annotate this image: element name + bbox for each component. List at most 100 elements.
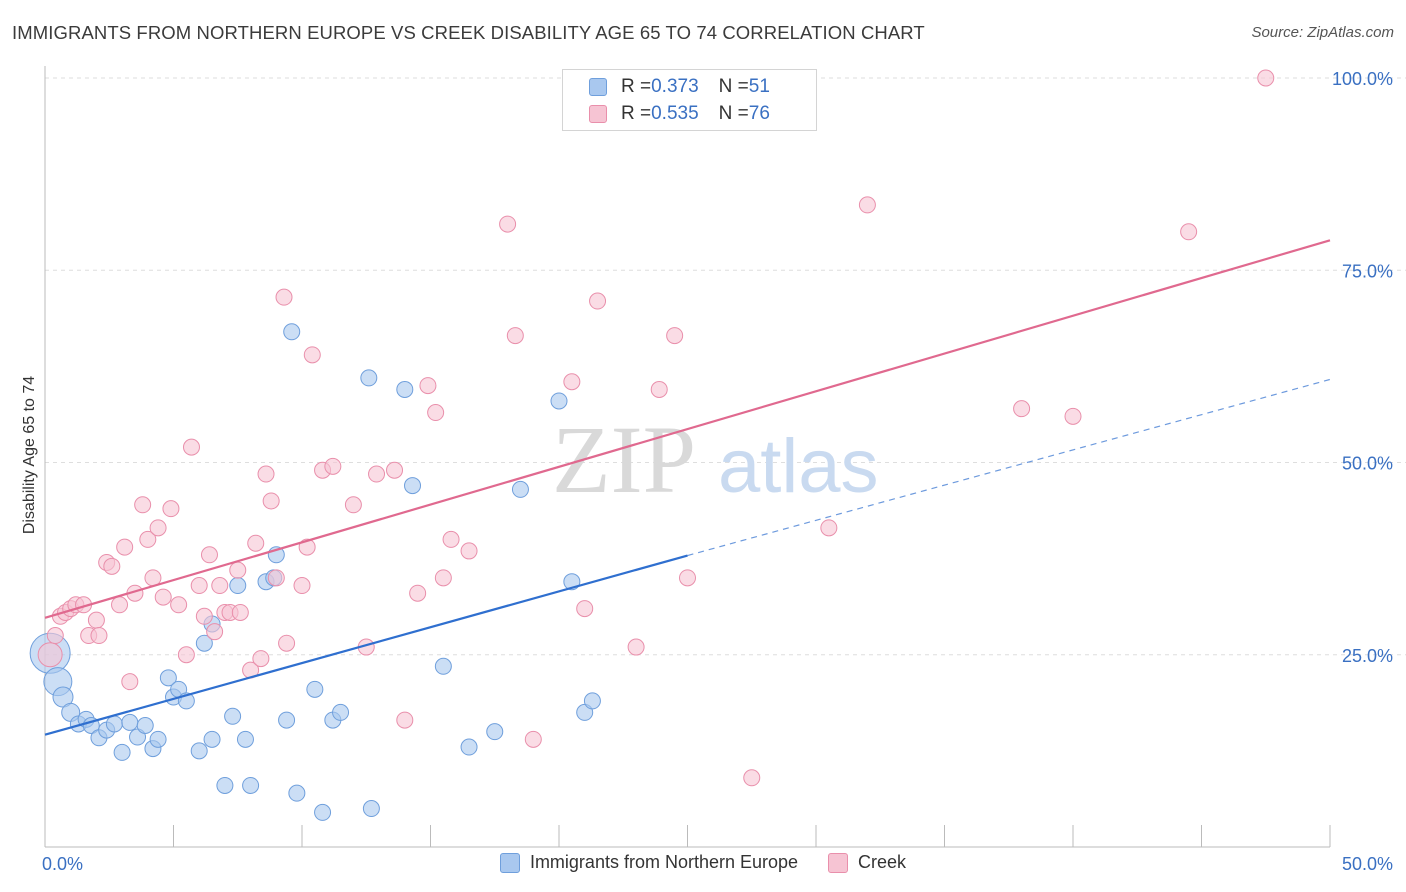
x-tick-label: 0.0% <box>42 854 83 874</box>
data-point <box>386 461 404 479</box>
data-point <box>283 323 301 341</box>
data-point <box>306 680 324 698</box>
data-point <box>396 380 414 398</box>
data-point <box>149 519 167 537</box>
data-point <box>121 713 139 731</box>
data-point <box>666 327 684 345</box>
data-point <box>434 657 452 675</box>
legend-label-creek: Creek <box>858 852 907 872</box>
data-point <box>121 673 139 691</box>
data-point <box>550 392 568 410</box>
data-point <box>262 492 280 510</box>
data-point <box>139 530 157 548</box>
data-point <box>576 600 594 618</box>
y-tick-label: 75.0% <box>1342 261 1393 281</box>
data-point <box>324 457 342 475</box>
y-tick-label: 50.0% <box>1342 454 1393 474</box>
legend-swatch-pink <box>589 105 607 123</box>
legend-swatch-blue <box>589 78 607 96</box>
data-point <box>627 638 645 656</box>
data-point <box>460 542 478 560</box>
data-point <box>252 650 270 668</box>
series-legend: Immigrants from Northern Europe Creek <box>0 852 1406 873</box>
data-point <box>442 530 460 548</box>
data-point <box>278 634 296 652</box>
data-point <box>1257 69 1275 87</box>
legend-n-label: N = <box>718 103 749 124</box>
data-point <box>563 373 581 391</box>
watermark: ZIP atlas <box>552 406 879 513</box>
data-point <box>499 215 517 233</box>
grid-lines <box>45 77 1406 656</box>
correlation-legend: R = 0.373 N = 51 R = 0.535 N = 76 <box>562 69 817 131</box>
data-point <box>404 477 422 495</box>
data-point <box>1064 407 1082 425</box>
legend-r-value: 0.535 <box>651 103 699 124</box>
data-point <box>650 380 668 398</box>
data-point <box>267 569 285 587</box>
data-point <box>743 769 761 787</box>
data-point <box>332 703 350 721</box>
trend-line-1 <box>44 239 1331 619</box>
data-point <box>162 500 180 518</box>
data-point <box>247 534 265 552</box>
source-label: Source: ZipAtlas.com <box>1251 24 1394 41</box>
y-tick-label: 100.0% <box>1332 69 1393 89</box>
legend-n-value: 51 <box>748 76 770 97</box>
data-point <box>103 557 121 575</box>
data-point <box>159 669 177 687</box>
legend-n-value: 76 <box>748 103 770 124</box>
trend-lines <box>44 239 1331 736</box>
legend-item-creek[interactable]: Creek <box>828 852 906 873</box>
legend-swatch-pink <box>828 852 849 873</box>
data-point <box>288 784 306 802</box>
data-point <box>224 707 242 725</box>
data-point <box>190 577 208 595</box>
axes <box>44 66 1331 848</box>
data-point <box>170 596 188 614</box>
data-point <box>236 730 254 748</box>
trend-extension-0 <box>687 378 1331 557</box>
legend-row-creek: R = 0.535 N = 76 <box>589 101 770 127</box>
data-point <box>524 730 542 748</box>
data-point <box>231 603 249 621</box>
data-point <box>409 584 427 602</box>
data-point <box>37 642 63 668</box>
data-point <box>820 519 838 537</box>
data-point <box>111 596 129 614</box>
data-point <box>211 577 229 595</box>
data-point <box>257 465 275 483</box>
data-point <box>293 577 311 595</box>
data-point <box>113 743 131 761</box>
data-point <box>427 404 445 422</box>
data-point <box>511 480 529 498</box>
data-point <box>460 738 478 756</box>
data-point <box>362 800 380 818</box>
data-point <box>116 538 134 556</box>
legend-r-value: 0.373 <box>651 76 699 97</box>
data-point <box>278 711 296 729</box>
data-point <box>583 692 601 710</box>
legend-label-immigrants: Immigrants from Northern Europe <box>529 852 799 872</box>
data-point <box>242 776 260 794</box>
data-point <box>1180 223 1198 241</box>
legend-item-immigrants[interactable]: Immigrants from Northern Europe <box>499 852 799 873</box>
data-point <box>182 438 200 456</box>
data-point <box>229 577 247 595</box>
data-point <box>303 346 321 364</box>
data-point <box>206 623 224 641</box>
watermark-zip: ZIP <box>552 406 696 513</box>
chart-title: IMMIGRANTS FROM NORTHERN EUROPE VS CREEK… <box>12 22 925 43</box>
legend-r-label: R = <box>621 76 652 97</box>
data-point <box>396 711 414 729</box>
data-point <box>344 496 362 514</box>
data-point <box>134 496 152 514</box>
data-point <box>679 569 696 587</box>
data-point <box>229 561 247 579</box>
data-point <box>314 803 332 821</box>
data-point <box>177 646 195 664</box>
series-immigrants-points <box>29 323 601 821</box>
data-point <box>858 196 876 214</box>
trend-line-0 <box>44 554 688 736</box>
